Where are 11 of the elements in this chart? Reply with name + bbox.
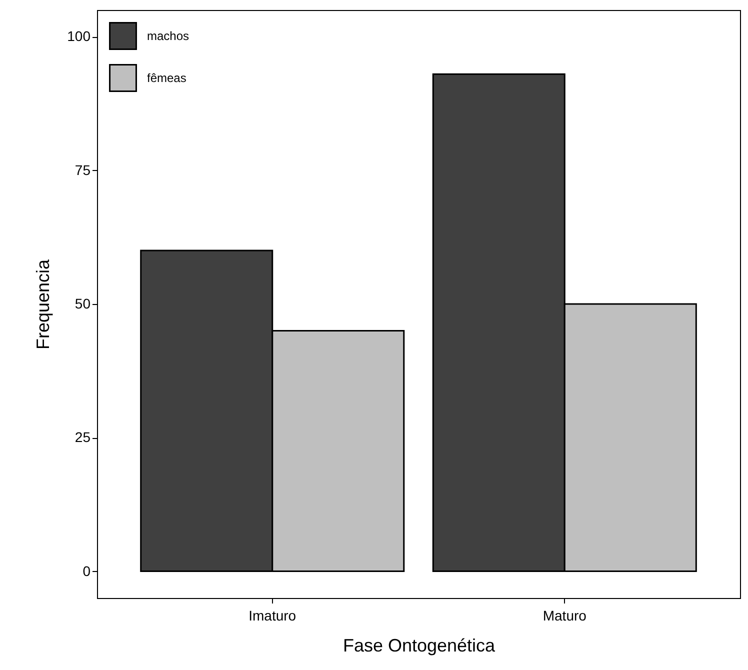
y-axis-title: Frequencia: [33, 258, 54, 350]
legend-label: machos: [147, 29, 190, 43]
y-tick-label: 75: [74, 162, 91, 178]
x-axis-title: Fase Ontogenética: [342, 636, 496, 656]
x-tick-label: Imaturo: [248, 608, 296, 624]
y-tick-label: 25: [74, 429, 91, 446]
y-tick-label: 0: [82, 562, 91, 579]
x-tick-label: Maturo: [542, 608, 587, 624]
legend-label: fêmeas: [147, 71, 186, 85]
y-tick-label: 50: [74, 296, 91, 312]
y-tick-label: 100: [67, 28, 91, 44]
